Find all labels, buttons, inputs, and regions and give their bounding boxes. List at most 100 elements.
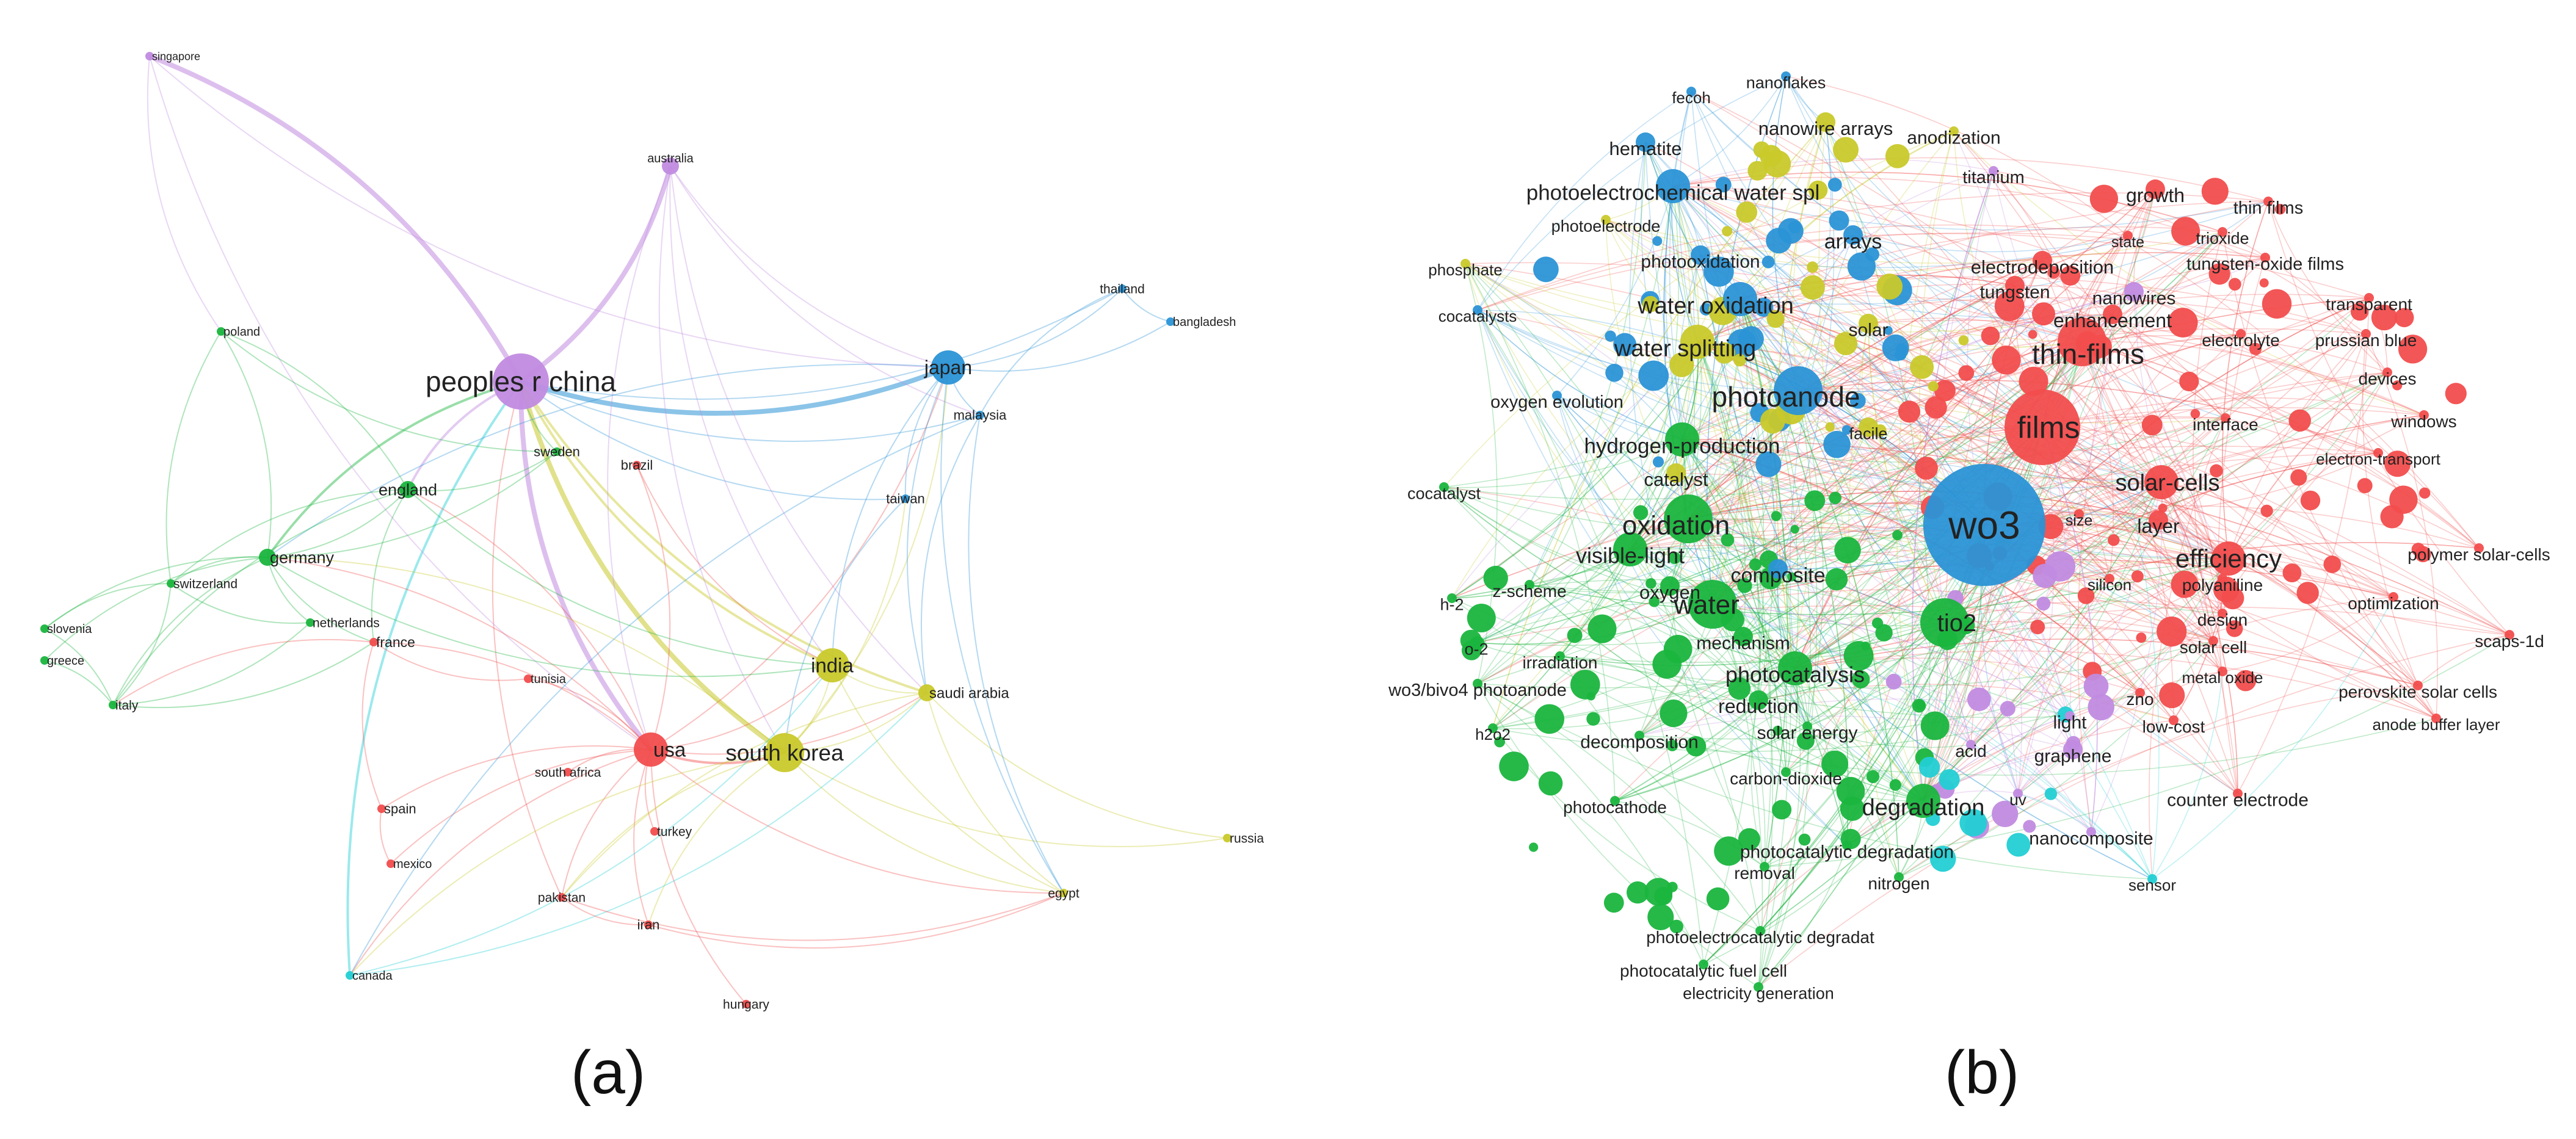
node-label-carbon-dioxide: carbon-dioxide: [1730, 769, 1842, 788]
unlabeled-node-red: [2323, 555, 2342, 573]
node-usa: usa: [634, 732, 686, 767]
edge-photoanode-visible-light: [1630, 390, 1799, 550]
unlabeled-node-green: [1652, 649, 1682, 679]
unlabeled-node-green: [1728, 677, 1751, 700]
edge-england-italy: [112, 489, 408, 706]
edge-japan-egypt: [940, 367, 1064, 894]
node-photocatalytic-degradation-circle: [1842, 841, 1852, 850]
unlabeled-node-red: [1925, 396, 1947, 419]
node-label-solar-cell: solar cell: [2180, 638, 2247, 657]
node-poland-circle: [217, 327, 225, 336]
unlabeled-node-red: [2249, 342, 2262, 355]
edge-photoelectrocatalytic-degradat-wo3-bivo4-photoanode: [1477, 683, 1761, 931]
node-label-oxidation: oxidation: [1622, 510, 1730, 540]
edge-germany-switzerland: [170, 556, 268, 584]
edge-films-photocatalysis: [1794, 427, 2043, 669]
node-label-photoanode: photoanode: [1711, 381, 1860, 413]
edge-decomposition-facile: [1639, 427, 1869, 736]
unlabeled-node-blue: [1715, 176, 1732, 193]
edge-oxygen-evolution-visible-light: [1556, 395, 1631, 550]
edge-cocatalysts-hydrogen-production: [1477, 309, 1683, 440]
edge-germany-greece: [44, 557, 268, 661]
node-label-australia: australia: [647, 152, 694, 165]
unlabeled-node-purple: [1967, 687, 1991, 711]
node-south-africa: south africa: [535, 765, 601, 779]
node-label-greece: greece: [47, 654, 84, 668]
node-label-o-2: o-2: [1464, 640, 1488, 658]
edge-reduction-water-splitting: [1697, 341, 1761, 701]
edge-pakistan-iran: [561, 897, 649, 926]
unlabeled-node-red: [2282, 563, 2302, 582]
node-hematite-circle: [1636, 132, 1655, 152]
node-prussian-blue-circle: [2361, 329, 2371, 339]
node-solar-energy-circle: [1802, 721, 1812, 731]
edge-removal-water-oxidation: [1740, 298, 1788, 867]
unlabeled-node-green: [1798, 833, 1811, 846]
unlabeled-node-red: [2030, 620, 2045, 635]
edge-usa-iran: [633, 749, 651, 925]
edge-z-scheme-efficiency: [1529, 558, 2229, 615]
unlabeled-node-red: [1981, 326, 2000, 345]
edge-italy-greece: [44, 660, 114, 706]
unlabeled-node-yellow: [1808, 180, 1828, 200]
edge-interface-photocathode: [1614, 418, 2226, 801]
edge-photocathode-photocatalysis: [1614, 668, 1796, 801]
edge-silicon-uv: [2017, 578, 2110, 794]
node-light-circle: [2065, 711, 2075, 721]
edge-oxidation-devices: [1688, 372, 2388, 520]
edge-facile-catalyst: [1675, 427, 1869, 474]
node-slovenia-circle: [40, 624, 49, 633]
node-label-transparent: transparent: [2326, 295, 2412, 314]
unlabeled-node-green: [1649, 596, 1660, 607]
panel-b-node-labels: wo3 films thin-films photoanode oxidation wat…: [1388, 73, 2550, 1002]
node-irradiation-circle: [1555, 651, 1565, 661]
edge-anodization-water: [1712, 131, 1954, 605]
edge-south-korea-russia: [784, 752, 1228, 847]
edge-nanocomposite-films: [2042, 427, 2098, 833]
edge-electron-transport-tio2: [1944, 452, 2379, 623]
node-degradation-circle: [1906, 784, 1940, 818]
node-label-water-splitting: water splitting: [1614, 336, 1756, 361]
edge-water-splitting-composite: [1697, 341, 1779, 570]
edge-interface-oxidation: [1688, 416, 2226, 519]
panel-b-label: (b): [1945, 1038, 2020, 1107]
node-label-acid: acid: [1955, 742, 1986, 761]
edge-usa-mexico: [390, 749, 651, 864]
edge-nanowire-arrays-zno: [1825, 121, 2141, 693]
unlabeled-node-red: [2159, 682, 2185, 709]
edge-france-tunisia: [373, 642, 529, 681]
edge-photocathode-tio2: [1614, 622, 1945, 801]
node-nanocomposite-circle: [2086, 827, 2096, 837]
node-sweden-circle: [553, 447, 561, 456]
edge-electricity-generation-photoanode: [1758, 390, 1818, 988]
node-silicon-circle: [2105, 574, 2114, 584]
node-greece: greece: [40, 654, 84, 668]
edge-photoelectrochemical-water-spl-mechanism: [1669, 186, 1744, 637]
edge-graphene-photoelectrochemical-water-spl: [1672, 186, 2073, 750]
node-label-electrodeposition: electrodeposition: [1971, 256, 2114, 278]
unlabeled-node-red: [1958, 365, 1975, 381]
unlabeled-node-yellow: [1766, 310, 1785, 328]
edge-state-photocatalysis: [1794, 235, 2128, 669]
edge-uv-efficiency: [2017, 558, 2229, 794]
edge-cocatalysts-photoanode: [1477, 309, 1799, 391]
edge-tungsten-water-oxidation: [1740, 275, 2015, 300]
edge-anode-buffer-layer-oxidation: [1688, 518, 2437, 719]
unlabeled-node-red: [2226, 620, 2243, 637]
edge-sensor-metal-oxide: [2152, 671, 2223, 880]
unlabeled-node-green: [1660, 700, 1688, 728]
node-electrodeposition-circle: [2033, 251, 2052, 270]
edge-solar-tio2: [1868, 323, 1945, 623]
edge-sensor-thin-films: [2081, 341, 2160, 880]
edge-enhancement-electron-transport: [2112, 314, 2379, 454]
node-canada-circle: [346, 971, 354, 980]
edge-photooxidation-degradation: [1700, 255, 1924, 801]
node-nanowires-circle: [2124, 282, 2144, 302]
edge-spain-mexico: [379, 808, 391, 864]
edge-photoelectrocatalytic-degradat-wo3: [1760, 524, 1985, 931]
node-label-design: design: [2197, 610, 2248, 629]
unlabeled-node-red: [2190, 409, 2200, 419]
edge-irradiation-tio2: [1559, 622, 1945, 667]
edge-australia-saudi-arabia: [670, 165, 927, 693]
node-design-circle: [2218, 609, 2227, 618]
